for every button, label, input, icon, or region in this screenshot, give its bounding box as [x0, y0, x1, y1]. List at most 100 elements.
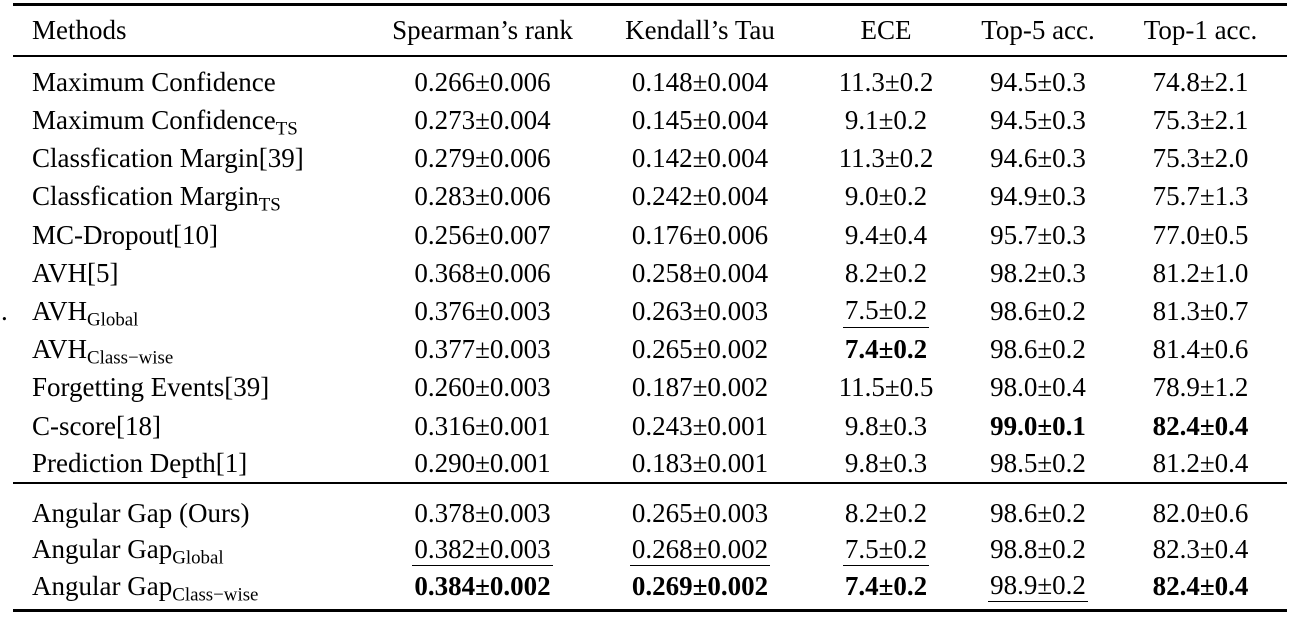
section-ours: Angular Gap (Ours) 0.378±0.003 0.265±0.003…	[13, 483, 1287, 610]
value-text: 0.243±0.001	[631, 410, 769, 441]
table-header: Methods Spearman’s rank Kendall’s Tau ECE To…	[13, 5, 1287, 56]
method-subscript: TS	[258, 194, 281, 216]
value-cell: 9.4±0.4	[810, 216, 962, 254]
method-label: AVH	[32, 296, 88, 327]
column-header: Top-1 acc.	[1143, 14, 1258, 45]
value-cell: 94.5±0.3	[962, 102, 1114, 140]
value-cell: 0.268±0.002	[590, 531, 810, 568]
value-cell: 95.7±0.3	[962, 216, 1114, 254]
value-cell: 75.3±2.0	[1114, 140, 1287, 178]
method-cell: Classfication Margin[39]	[13, 140, 375, 178]
value-cell: 77.0±0.5	[1114, 216, 1287, 254]
value-cell: 81.2±0.4	[1114, 445, 1287, 483]
value-cell: 98.0±0.4	[962, 369, 1114, 407]
column-header: ECE	[860, 14, 912, 45]
value-cell: 98.2±0.3	[962, 254, 1114, 292]
value-cell: 99.0±0.1	[962, 407, 1114, 445]
value-text: 8.2±0.2	[844, 257, 928, 288]
column-header: Methods	[32, 14, 127, 45]
method-cell: Angular Gap (Ours)	[13, 483, 375, 531]
value-cell: 0.265±0.003	[590, 483, 810, 531]
value-text: 94.6±0.3	[990, 143, 1086, 174]
method-cell: Maximum ConfidenceTS	[13, 102, 375, 140]
table-row: Angular GapGlobal 0.382±0.003 0.268±0.002 7…	[13, 531, 1287, 568]
value-text: 0.384±0.002	[414, 570, 551, 601]
value-cell: 78.9±1.2	[1114, 369, 1287, 407]
value-text: 7.5±0.2	[842, 534, 930, 567]
value-cell: 0.148±0.004	[590, 56, 810, 102]
method-label: Angular Gap	[32, 570, 173, 601]
value-cell: 75.3±2.1	[1114, 102, 1287, 140]
value-cell: 0.378±0.003	[375, 483, 590, 531]
value-cell: 8.2±0.2	[810, 254, 962, 292]
value-text: 94.5±0.3	[990, 105, 1086, 136]
value-text: 0.263±0.003	[631, 296, 769, 327]
column-header: Kendall’s Tau	[625, 14, 775, 45]
value-text: 82.3±0.4	[1152, 534, 1249, 565]
value-text: 98.2±0.3	[990, 257, 1086, 288]
method-cell: MC-Dropout[10]	[13, 216, 375, 254]
table-row: AVHClass−wise 0.377±0.003 0.265±0.002 7.4±0…	[13, 331, 1287, 369]
table-row: Classfication MarginTS 0.283±0.006 0.242±0…	[13, 178, 1287, 216]
value-text: 8.2±0.2	[844, 498, 928, 529]
table-row: Maximum Confidence 0.266±0.006 0.148±0.004…	[13, 56, 1287, 102]
method-label: Angular Gap	[32, 534, 173, 565]
section-baselines: Maximum Confidence 0.266±0.006 0.148±0.004…	[13, 56, 1287, 484]
value-text: 7.4±0.2	[844, 570, 928, 601]
value-text: 0.290±0.001	[414, 448, 551, 479]
table-row: AVH[5] 0.368±0.006 0.258±0.004 8.2±0.2 98.2±…	[13, 254, 1287, 292]
value-cell: 9.8±0.3	[810, 445, 962, 483]
value-cell: 0.187±0.002	[590, 369, 810, 407]
value-text: 0.187±0.002	[631, 372, 769, 403]
value-text: 78.9±1.2	[1152, 372, 1249, 403]
value-text: 7.4±0.2	[844, 334, 928, 365]
method-cell: AVH[5]	[13, 254, 375, 292]
value-text: 81.2±1.0	[1152, 257, 1249, 288]
method-label: Angular Gap (Ours)	[32, 498, 250, 529]
value-text: 9.8±0.3	[844, 448, 928, 479]
value-cell: 0.384±0.002	[375, 568, 590, 610]
value-cell: 0.266±0.006	[375, 56, 590, 102]
method-label: Classfication Margin	[32, 181, 259, 212]
value-text: 94.5±0.3	[990, 67, 1086, 97]
method-label: Maximum Confidence	[32, 105, 276, 136]
method-label: C-score[18]	[32, 410, 161, 441]
value-text: 99.0±0.1	[990, 410, 1086, 441]
value-cell: 0.176±0.006	[590, 216, 810, 254]
value-cell: 98.6±0.2	[962, 292, 1114, 330]
value-text: 11.5±0.5	[838, 372, 934, 403]
value-text: 94.9±0.3	[990, 181, 1086, 212]
value-text: 0.183±0.001	[631, 448, 769, 479]
method-cell: Forgetting Events[39]	[13, 369, 375, 407]
value-cell: 94.6±0.3	[962, 140, 1114, 178]
value-cell: 0.243±0.001	[590, 407, 810, 445]
value-text: 98.9±0.2	[988, 570, 1088, 603]
value-text: 0.378±0.003	[414, 498, 551, 529]
value-text: 75.3±2.1	[1152, 105, 1249, 136]
value-cell: 7.5±0.2	[810, 292, 962, 330]
value-cell: 9.8±0.3	[810, 407, 962, 445]
value-cell: 94.5±0.3	[962, 56, 1114, 102]
value-text: 81.3±0.7	[1152, 296, 1249, 327]
value-cell: 11.5±0.5	[810, 369, 962, 407]
value-text: 0.368±0.006	[414, 257, 551, 288]
table-row: C-score[18] 0.316±0.001 0.243±0.001 9.8±0.3…	[13, 407, 1287, 445]
value-cell: 0.263±0.003	[590, 292, 810, 330]
table-row: Prediction Depth[1] 0.290±0.001 0.183±0.00…	[13, 445, 1287, 483]
value-text: 82.0±0.6	[1152, 498, 1249, 529]
value-text: 0.176±0.006	[631, 219, 769, 250]
value-cell: 7.4±0.2	[810, 331, 962, 369]
header-row: Methods Spearman’s rank Kendall’s Tau ECE To…	[13, 5, 1287, 56]
value-text: 9.8±0.3	[844, 410, 928, 441]
value-cell: 81.3±0.7	[1114, 292, 1287, 330]
value-cell: 94.9±0.3	[962, 178, 1114, 216]
value-cell: 0.376±0.003	[375, 292, 590, 330]
value-text: 0.377±0.003	[414, 334, 551, 365]
results-table: Methods Spearman’s rank Kendall’s Tau ECE To…	[13, 3, 1287, 612]
value-text: 81.2±0.4	[1152, 448, 1249, 479]
value-text: 0.258±0.004	[631, 257, 769, 288]
value-cell: 81.4±0.6	[1114, 331, 1287, 369]
value-cell: 0.290±0.001	[375, 445, 590, 483]
value-cell: 82.3±0.4	[1114, 531, 1287, 568]
